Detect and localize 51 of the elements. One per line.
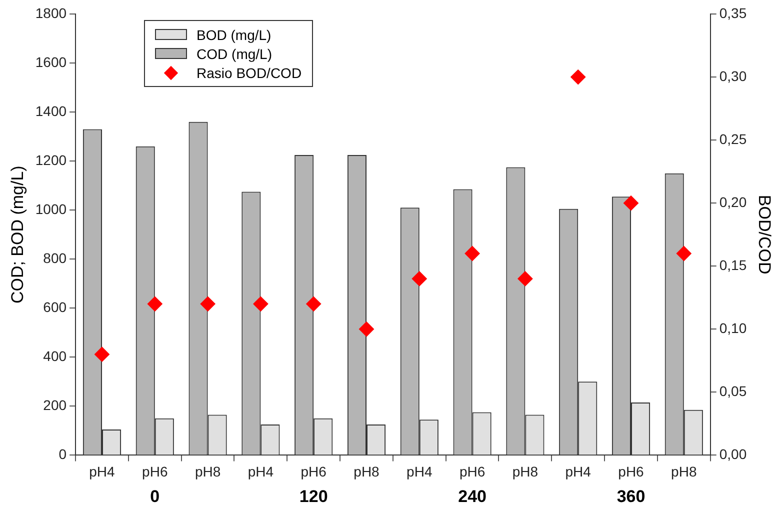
text: 0 [150,487,160,506]
y-tick-label: 1600 [35,54,67,70]
x-tick-label: pH8 [671,463,697,480]
point [359,322,374,337]
y2-tick-label: 0,05 [719,383,747,400]
x-tick-label: pH4 [565,463,592,480]
legend-label: Rasio BOD/COD [196,64,302,80]
x-tick-label: pH8 [194,463,221,480]
legend-label: COD (mg/L) [196,46,272,62]
y2-tick-label: 0,35 [719,4,747,21]
x-tick-label: pH8 [512,463,538,480]
y-tick-label: 1000 [35,200,67,217]
y-tick-label: 1400 [35,102,67,119]
point [464,246,480,262]
point [624,196,638,211]
y-tick-label: 1800 [35,4,67,21]
text: 120 [299,487,328,506]
point [147,296,162,312]
point [676,246,692,262]
x-tick-label: pH6 [142,463,168,480]
y2-tick-label: 0,20 [719,194,747,210]
x-tick-label: pH4 [89,463,116,480]
x-tick-label: pH8 [354,463,380,480]
x-tick-label: pH4 [248,463,274,480]
y-tick-label: 0 [58,446,67,462]
point [412,271,427,286]
point [253,296,268,312]
point [570,70,586,85]
point [200,296,216,312]
y2-tick-label: 0,00 [719,446,747,462]
legend-label: BOD (mg/L) [196,26,272,42]
x-tick-label: pH6 [300,463,327,480]
point [306,296,322,312]
y2-tick-label: 0,10 [719,320,747,336]
y-tick-label: 200 [43,397,67,414]
y2-tick-label: 0,15 [719,256,747,273]
y-tick-label: 400 [43,348,67,364]
y2-tick-label: 0,30 [719,68,747,84]
x-tick-label: pH6 [459,463,486,480]
text: 240 [458,487,486,506]
y-tick-label: 800 [43,250,67,266]
y2-axis-title: BOD/COD [755,194,774,274]
x-tick-label: pH4 [406,463,432,480]
text: 360 [616,487,646,506]
y-tick-label: 1200 [35,152,67,168]
y2-tick-label: 0,25 [719,130,747,147]
y-axis-title: COD; BOD (mg/L) [8,166,27,304]
point [94,346,110,362]
x-tick-label: pH6 [618,463,644,480]
y-tick-label: 600 [43,298,67,315]
point [518,271,533,286]
